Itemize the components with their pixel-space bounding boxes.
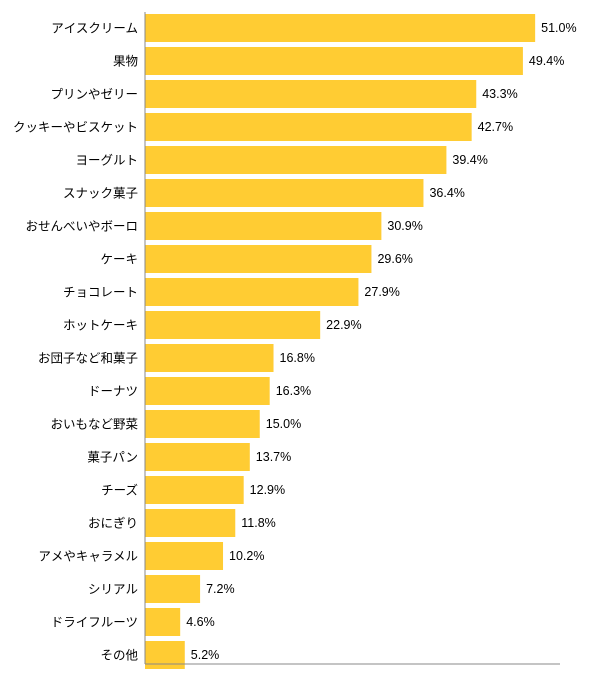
bar <box>145 311 321 339</box>
value-label: 29.6% <box>377 252 412 266</box>
value-label: 11.8% <box>241 516 276 530</box>
category-label: プリンやゼリー <box>50 87 138 102</box>
value-label: 43.3% <box>482 87 517 101</box>
bar <box>145 410 260 438</box>
value-label: 5.2% <box>191 648 220 662</box>
bar <box>145 212 382 240</box>
bars-group <box>145 14 536 669</box>
bar <box>145 80 477 108</box>
category-label: アメやキャラメル <box>38 549 138 564</box>
bar <box>145 641 185 669</box>
value-label: 30.9% <box>387 219 422 233</box>
value-label: 42.7% <box>478 120 513 134</box>
bar <box>145 245 372 273</box>
category-label: スナック菓子 <box>63 186 138 201</box>
category-label: チョコレート <box>63 285 138 300</box>
category-label: ヨーグルト <box>75 153 138 168</box>
value-label: 16.8% <box>280 351 315 365</box>
value-labels-group: 51.0% 49.4% 43.3% 42.7% 39.4% 36.4% 30.9% 29.6%… <box>186 21 576 662</box>
bar <box>145 542 224 570</box>
category-label: お団子など和菓子 <box>38 351 138 366</box>
bar <box>145 344 274 372</box>
category-label: ドーナツ <box>88 384 138 399</box>
value-label: 22.9% <box>326 318 361 332</box>
bar <box>145 509 236 537</box>
category-label: シリアル <box>88 582 138 597</box>
value-label: 4.6% <box>186 615 215 629</box>
bar <box>145 113 472 141</box>
value-label: 16.3% <box>276 384 311 398</box>
value-label: 27.9% <box>364 285 399 299</box>
bar <box>145 377 270 405</box>
value-label: 10.2% <box>229 549 264 563</box>
value-label: 13.7% <box>256 450 291 464</box>
bar <box>145 47 523 75</box>
category-label: クッキーやビスケット <box>13 120 138 135</box>
bar <box>145 179 424 207</box>
bar <box>145 443 250 471</box>
category-label: おいもなど野菜 <box>50 417 138 432</box>
category-label: 果物 <box>113 54 138 69</box>
bar <box>145 278 359 306</box>
value-label: 51.0% <box>541 21 576 35</box>
category-label: アイスクリーム <box>51 21 138 36</box>
bar <box>145 608 181 636</box>
category-label: おにぎり <box>88 516 138 531</box>
category-label: ホットケーキ <box>63 318 138 333</box>
bar <box>145 146 447 174</box>
value-label: 12.9% <box>250 483 285 497</box>
category-label: おせんべいやボーロ <box>25 219 138 234</box>
bar <box>145 14 536 42</box>
bar <box>145 476 244 504</box>
category-labels-group: アイスクリーム果物プリンやゼリークッキーやビスケットヨーグルトスナック菓子おせん… <box>13 21 139 663</box>
category-label: ドライフルーツ <box>51 615 138 630</box>
value-label: 15.0% <box>266 417 301 431</box>
value-label: 36.4% <box>429 186 464 200</box>
bar <box>145 575 201 603</box>
value-label: 49.4% <box>529 54 564 68</box>
category-label: 菓子パン <box>87 450 138 465</box>
category-label: その他 <box>100 648 138 663</box>
value-label: 39.4% <box>452 153 487 167</box>
category-label: チーズ <box>101 483 138 498</box>
value-label: 7.2% <box>206 582 235 596</box>
category-label: ケーキ <box>100 252 138 267</box>
